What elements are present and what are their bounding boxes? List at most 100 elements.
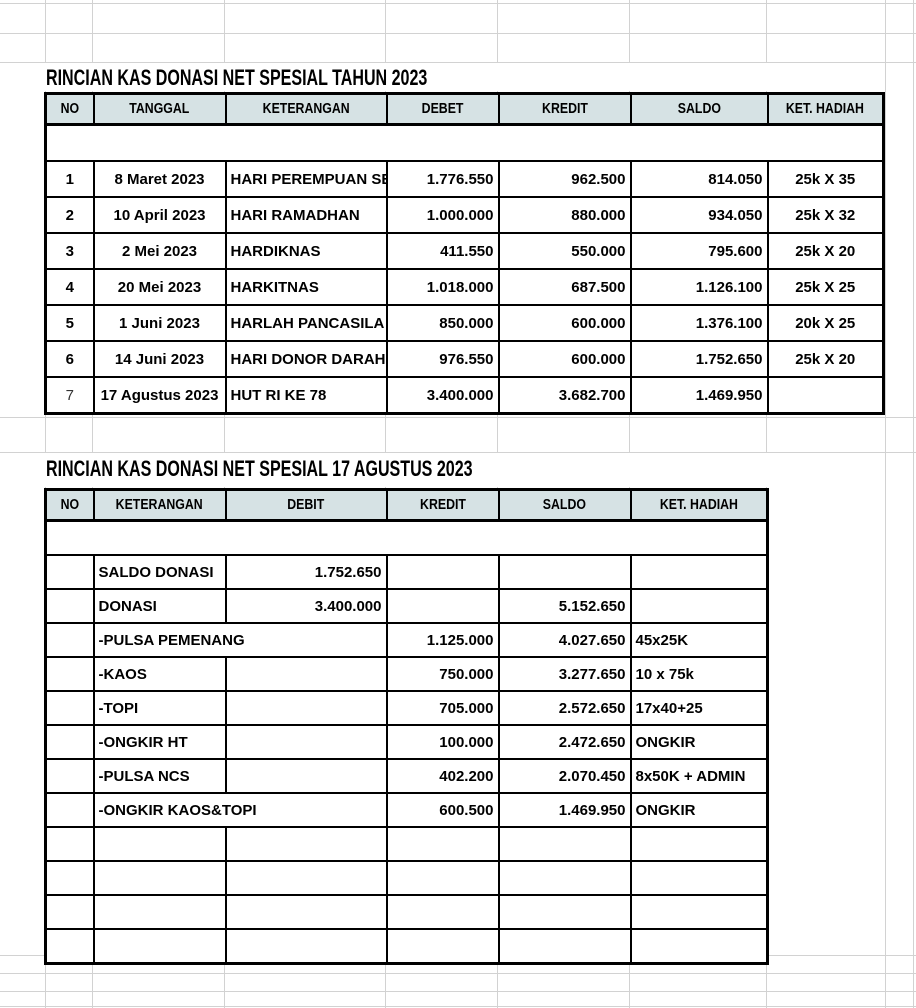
col-header-ket-hadiah[interactable]: KET. HADIAH <box>766 92 885 126</box>
cell-ket-hadiah[interactable] <box>629 554 769 590</box>
cell-kredit[interactable] <box>385 894 500 930</box>
cell-saldo[interactable]: 2.070.450 <box>497 758 632 794</box>
cell-keterangan[interactable]: HARI RAMADHAN <box>224 196 388 234</box>
cell-tanggal[interactable]: 17 Agustus 2023 <box>92 376 227 415</box>
cell-saldo[interactable] <box>497 860 632 896</box>
cell-ket-hadiah[interactable]: 10 x 75k <box>629 656 769 692</box>
cell-keterangan[interactable] <box>92 894 227 930</box>
cell-kredit[interactable]: 687.500 <box>497 268 632 306</box>
col-header-keterangan[interactable]: KETERANGAN <box>92 488 227 522</box>
cell-no[interactable]: 4 <box>44 268 95 306</box>
cell-kredit[interactable]: 3.682.700 <box>497 376 632 415</box>
cell-no[interactable] <box>44 554 95 590</box>
cell-ket-hadiah[interactable]: 25k X 32 <box>766 196 885 234</box>
cell-ket-hadiah[interactable]: 25k X 20 <box>766 232 885 270</box>
cell-keterangan[interactable]: DONASI <box>92 588 227 624</box>
cell-saldo[interactable]: 2.572.650 <box>497 690 632 726</box>
cell-debet[interactable]: 411.550 <box>385 232 500 270</box>
cell-saldo[interactable]: 1.752.650 <box>629 340 769 378</box>
cell-debit[interactable] <box>224 656 388 692</box>
cell-ket-hadiah[interactable]: 25k X 25 <box>766 268 885 306</box>
col-header-saldo[interactable]: SALDO <box>629 92 769 126</box>
table1-title[interactable]: RINCIAN KAS DONASI NET SPESIAL TAHUN 202… <box>46 65 428 90</box>
cell-keterangan[interactable]: HARDIKNAS <box>224 232 388 270</box>
cell-ket-hadiah[interactable]: ONGKIR <box>629 724 769 760</box>
cell-keterangan[interactable]: HARI DONOR DARAH <box>224 340 388 378</box>
col-header-saldo[interactable]: SALDO <box>497 488 632 522</box>
cell-kredit[interactable]: 705.000 <box>385 690 500 726</box>
cell-kredit[interactable]: 962.500 <box>497 160 632 198</box>
table2-title[interactable]: RINCIAN KAS DONASI NET SPESIAL 17 AGUSTU… <box>46 456 473 481</box>
cell-ket-hadiah[interactable]: 45x25K <box>629 622 769 658</box>
cell-keterangan[interactable] <box>92 928 227 965</box>
cell-no[interactable]: 1 <box>44 160 95 198</box>
cell-kredit[interactable]: 880.000 <box>497 196 632 234</box>
cell-saldo[interactable] <box>497 554 632 590</box>
cell-debet[interactable]: 3.400.000 <box>385 376 500 415</box>
cell-keterangan[interactable]: HARLAH PANCASILA <box>224 304 388 342</box>
cell-ket-hadiah[interactable] <box>629 928 769 965</box>
cell-debit[interactable] <box>224 928 388 965</box>
cell-ket-hadiah[interactable] <box>766 376 885 415</box>
cell-saldo[interactable]: 5.152.650 <box>497 588 632 624</box>
cell-no[interactable]: 5 <box>44 304 95 342</box>
cell-no[interactable] <box>44 622 95 658</box>
cell-saldo[interactable] <box>497 928 632 965</box>
cell-ket-hadiah[interactable] <box>629 588 769 624</box>
cell-keterangan[interactable]: HUT RI KE 78 <box>224 376 388 415</box>
cell-no[interactable] <box>44 724 95 760</box>
cell-debet[interactable]: 1.000.000 <box>385 196 500 234</box>
col-header-ket-hadiah[interactable]: KET. HADIAH <box>629 488 769 522</box>
cell-ket-hadiah[interactable]: 25k X 35 <box>766 160 885 198</box>
cell-debet[interactable]: 976.550 <box>385 340 500 378</box>
cell-keterangan-merged[interactable]: -ONGKIR KAOS&TOPI <box>92 792 388 828</box>
cell-no[interactable] <box>44 792 95 828</box>
cell-debit[interactable] <box>224 826 388 862</box>
cell-tanggal[interactable]: 8 Maret 2023 <box>92 160 227 198</box>
cell-debit[interactable] <box>224 860 388 896</box>
col-header-no[interactable]: NO <box>44 488 95 522</box>
cell-saldo[interactable]: 1.376.100 <box>629 304 769 342</box>
cell-saldo[interactable]: 934.050 <box>629 196 769 234</box>
cell-no[interactable] <box>44 588 95 624</box>
cell-debet[interactable]: 1.018.000 <box>385 268 500 306</box>
cell-kredit[interactable] <box>385 928 500 965</box>
cell-ket-hadiah[interactable]: 8x50K + ADMIN <box>629 758 769 794</box>
cell-no[interactable] <box>44 758 95 794</box>
cell-debit[interactable] <box>224 690 388 726</box>
cell-no[interactable] <box>44 690 95 726</box>
cell-kredit[interactable]: 1.125.000 <box>385 622 500 658</box>
cell-saldo[interactable]: 1.469.950 <box>497 792 632 828</box>
cell-saldo[interactable]: 4.027.650 <box>497 622 632 658</box>
cell-debit[interactable] <box>224 724 388 760</box>
col-header-tanggal[interactable]: TANGGAL <box>92 92 227 126</box>
cell-no[interactable] <box>44 826 95 862</box>
cell-no[interactable]: 3 <box>44 232 95 270</box>
cell-ket-hadiah[interactable]: ONGKIR <box>629 792 769 828</box>
cell-kredit[interactable]: 100.000 <box>385 724 500 760</box>
cell-kredit[interactable]: 600.000 <box>497 340 632 378</box>
cell-ket-hadiah[interactable] <box>629 826 769 862</box>
col-header-keterangan[interactable]: KETERANGAN <box>224 92 388 126</box>
cell-ket-hadiah[interactable]: 25k X 20 <box>766 340 885 378</box>
cell-tanggal[interactable]: 2 Mei 2023 <box>92 232 227 270</box>
cell-keterangan[interactable]: HARKITNAS <box>224 268 388 306</box>
cell-no[interactable] <box>44 656 95 692</box>
cell-keterangan[interactable]: -TOPI <box>92 690 227 726</box>
cell-debit[interactable]: 3.400.000 <box>224 588 388 624</box>
cell-tanggal[interactable]: 20 Mei 2023 <box>92 268 227 306</box>
cell-kredit[interactable]: 750.000 <box>385 656 500 692</box>
cell-saldo[interactable] <box>497 894 632 930</box>
cell-kredit[interactable]: 600.500 <box>385 792 500 828</box>
cell-tanggal[interactable]: 1 Juni 2023 <box>92 304 227 342</box>
col-header-no[interactable]: NO <box>44 92 95 126</box>
cell-no[interactable]: 6 <box>44 340 95 378</box>
cell-keterangan[interactable]: -ONGKIR HT <box>92 724 227 760</box>
cell-debet[interactable]: 850.000 <box>385 304 500 342</box>
cell-ket-hadiah[interactable]: 17x40+25 <box>629 690 769 726</box>
col-header-kredit[interactable]: KREDIT <box>385 488 500 522</box>
cell-kredit[interactable] <box>385 860 500 896</box>
cell-no[interactable] <box>44 928 95 965</box>
cell-ket-hadiah[interactable] <box>629 860 769 896</box>
cell-ket-hadiah[interactable] <box>629 894 769 930</box>
